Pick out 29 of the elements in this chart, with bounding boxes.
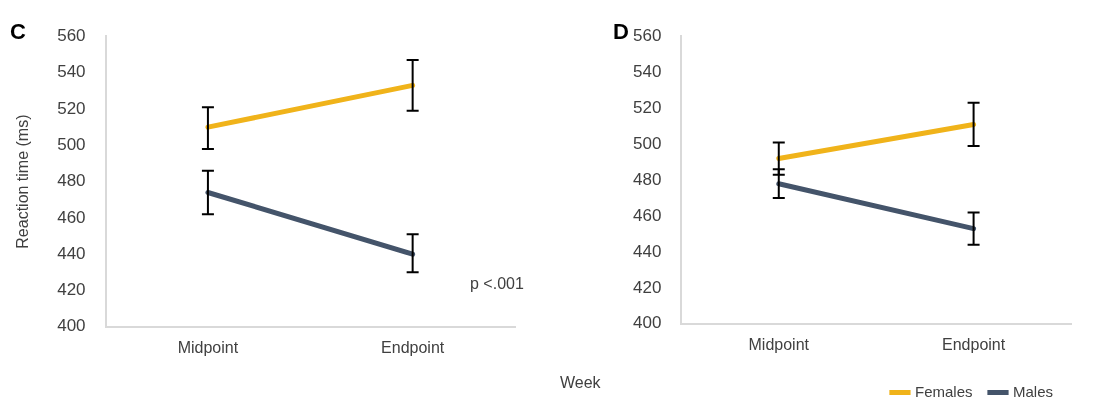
y-tick-label: 500 bbox=[632, 133, 662, 153]
y-tick-label: 400 bbox=[57, 316, 86, 336]
y-axis-title: Reaction time (ms) bbox=[14, 114, 32, 249]
y-tick-label: 500 bbox=[57, 134, 86, 154]
y-tick-label: 420 bbox=[632, 277, 662, 297]
y-tick-label: 540 bbox=[57, 62, 86, 82]
chart-title: C bbox=[10, 19, 26, 45]
x-tick-label: Midpoint bbox=[177, 338, 239, 356]
x-axis-title: Week bbox=[560, 374, 601, 392]
y-tick-label: 440 bbox=[57, 243, 86, 263]
y-tick-label: 420 bbox=[57, 280, 86, 300]
annotation: p <.001 bbox=[470, 275, 524, 293]
y-tick-label: 540 bbox=[632, 62, 662, 82]
y-tick-label: 400 bbox=[632, 313, 662, 333]
y-tick-label: 480 bbox=[632, 169, 662, 189]
chart-title: D bbox=[613, 19, 629, 45]
y-tick-label: 480 bbox=[57, 171, 86, 191]
x-tick-label: Endpoint bbox=[381, 338, 445, 356]
y-tick-label: 460 bbox=[632, 205, 662, 225]
y-tick-label: 520 bbox=[632, 97, 662, 117]
legend-label: Males bbox=[1012, 382, 1053, 400]
y-tick-label: 440 bbox=[632, 241, 662, 261]
y-tick-label: 520 bbox=[57, 98, 86, 118]
y-tick-label: 560 bbox=[632, 26, 662, 46]
y-tick-label: 460 bbox=[57, 207, 86, 227]
y-tick-label: 560 bbox=[57, 26, 86, 46]
legend-label: Females bbox=[914, 382, 973, 400]
x-tick-label: Midpoint bbox=[748, 335, 810, 353]
x-tick-label: Endpoint bbox=[942, 335, 1006, 353]
